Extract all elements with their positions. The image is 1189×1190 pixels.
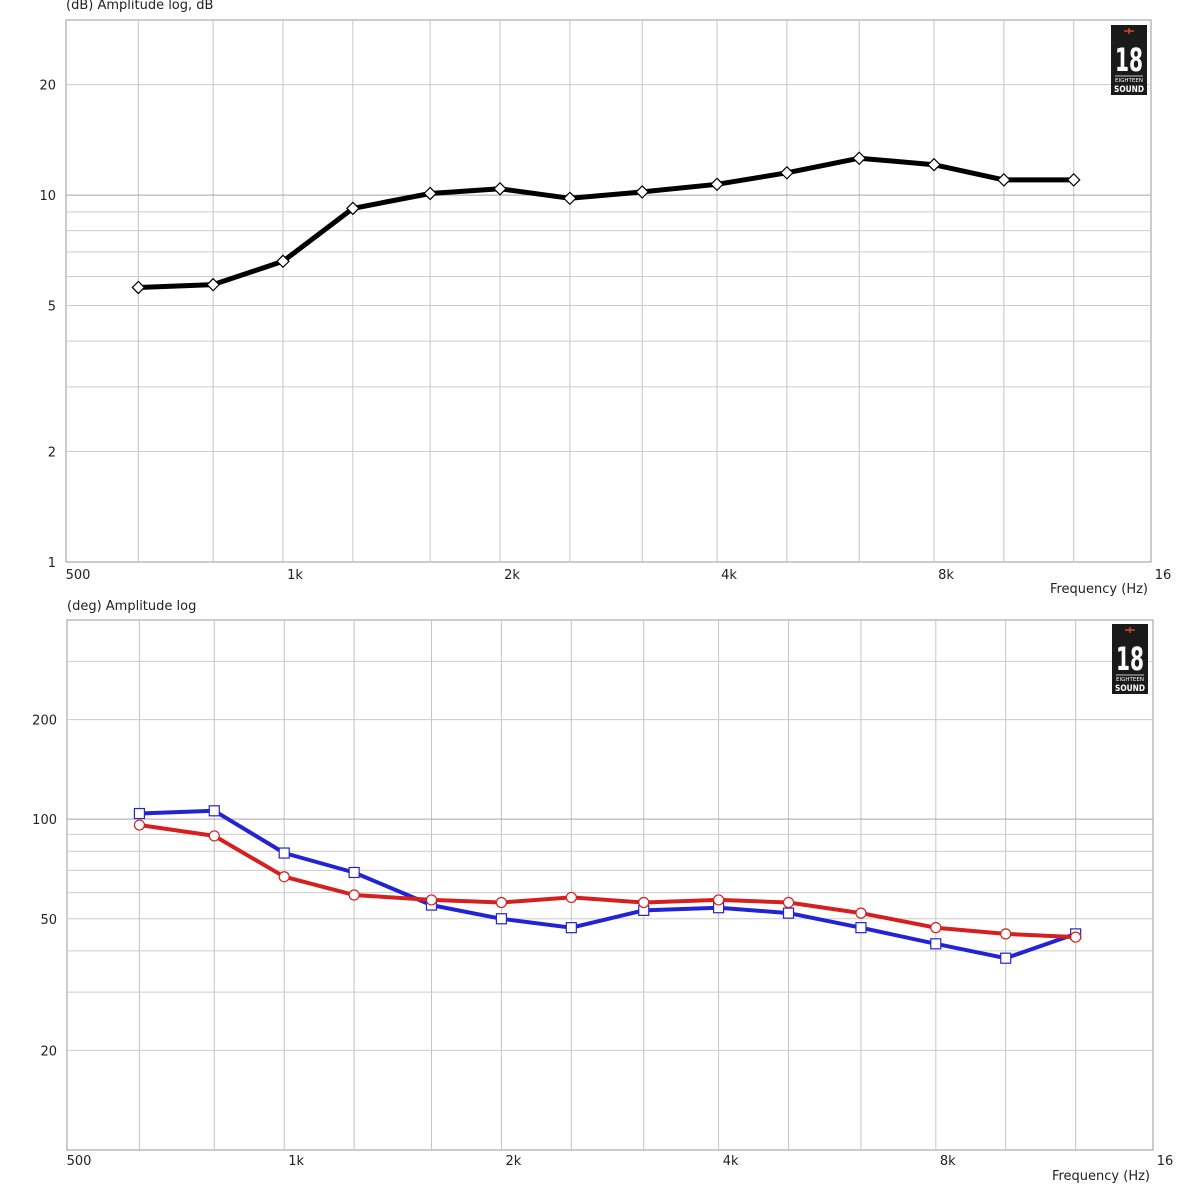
series-2 — [133, 819, 1082, 943]
series-line — [139, 823, 1076, 940]
logo-number: 18 — [1116, 640, 1144, 678]
series-1 — [131, 151, 1081, 295]
data-point — [133, 819, 146, 831]
data-point — [495, 913, 507, 925]
data-point — [780, 165, 794, 180]
logo-background — [1112, 624, 1148, 694]
logo-subtext-1: EIGHTEEN — [1116, 677, 1144, 683]
y-axis-title: (dB) Amplitude log, dB — [66, 0, 213, 13]
x-axis-title: Frequency (Hz) — [1050, 582, 1148, 597]
series-line — [138, 155, 1074, 290]
data-point — [997, 173, 1011, 187]
logo-subtext-2: SOUND — [1114, 85, 1144, 95]
x-tick-label: 1k — [288, 1154, 304, 1169]
y-axis-title: (deg) Amplitude log — [67, 599, 196, 614]
data-point — [712, 894, 725, 906]
data-point — [206, 277, 220, 292]
y-tick-label: 2 — [48, 446, 56, 461]
y-tick-label: 200 — [32, 714, 57, 729]
data-point — [208, 805, 220, 817]
x-tick-label: 8k — [938, 568, 954, 583]
x-tick-label: 8k — [940, 1154, 956, 1169]
x-tick-label: 500 — [67, 1154, 92, 1169]
data-point — [278, 871, 290, 883]
chart-2: (deg) Amplitude log 20 50 100 200 500 1k 2k 4k 8k… — [32, 599, 1173, 1184]
series-line — [139, 808, 1077, 961]
y-tick-label: 100 — [32, 813, 57, 828]
y-tick-label: 10 — [39, 189, 56, 204]
data-point — [131, 280, 146, 295]
data-point — [493, 181, 507, 196]
y-tick-label: 1 — [48, 556, 56, 571]
data-point — [278, 847, 290, 859]
x-tick-label: 16 — [1155, 568, 1172, 583]
data-point — [635, 185, 650, 199]
data-point — [565, 891, 577, 904]
x-axis-title: Frequency (Hz) — [1052, 1169, 1150, 1184]
x-tick-label: 1k — [287, 568, 303, 583]
grid — [67, 620, 1153, 1150]
data-point — [852, 151, 867, 166]
data-point — [495, 896, 507, 909]
logo-background — [1111, 25, 1147, 95]
data-point — [346, 201, 360, 216]
x-tick-label: 4k — [721, 568, 737, 583]
logo-spark — [1125, 627, 1135, 633]
data-point — [782, 907, 795, 919]
data-point — [276, 254, 290, 269]
x-tick-label: 500 — [66, 568, 91, 583]
data-point — [1000, 952, 1012, 964]
data-point — [565, 922, 577, 934]
data-point — [710, 177, 724, 192]
logo-subtext-2: SOUND — [1115, 684, 1145, 694]
data-point — [855, 922, 867, 934]
y-tick-label: 20 — [40, 1044, 57, 1059]
data-point — [930, 922, 942, 934]
y-tick-label: 50 — [40, 913, 57, 928]
data-point — [638, 896, 650, 909]
data-point — [563, 191, 577, 206]
data-point — [1070, 931, 1082, 943]
data-point — [133, 807, 146, 820]
data-point — [1066, 173, 1081, 187]
data-point — [782, 896, 795, 909]
y-tick-label: 20 — [39, 79, 56, 94]
x-tick-label: 4k — [723, 1154, 739, 1169]
data-point — [348, 866, 360, 879]
plot-area — [66, 619, 1154, 1151]
data-point — [1000, 928, 1012, 940]
data-point — [348, 889, 360, 901]
logo-subtext-1: EIGHTEEN — [1115, 78, 1143, 84]
data-point — [208, 830, 220, 842]
data-point — [927, 157, 941, 172]
data-point — [423, 186, 437, 201]
data-point — [425, 894, 438, 906]
y-tick-label: 5 — [48, 300, 56, 315]
data-point — [855, 907, 867, 919]
chart-1: (dB) Amplitude log, dB 1 2 5 10 20 500 1k 2k 4k 8k… — [39, 0, 1171, 597]
data-point — [930, 938, 942, 950]
grid — [66, 20, 1151, 562]
plot-area — [65, 19, 1152, 563]
logo-number: 18 — [1115, 41, 1143, 79]
x-tick-label: 16 — [1157, 1154, 1174, 1169]
x-tick-label: 2k — [505, 1154, 521, 1169]
logo-spark — [1124, 28, 1134, 34]
x-tick-label: 2k — [504, 568, 520, 583]
